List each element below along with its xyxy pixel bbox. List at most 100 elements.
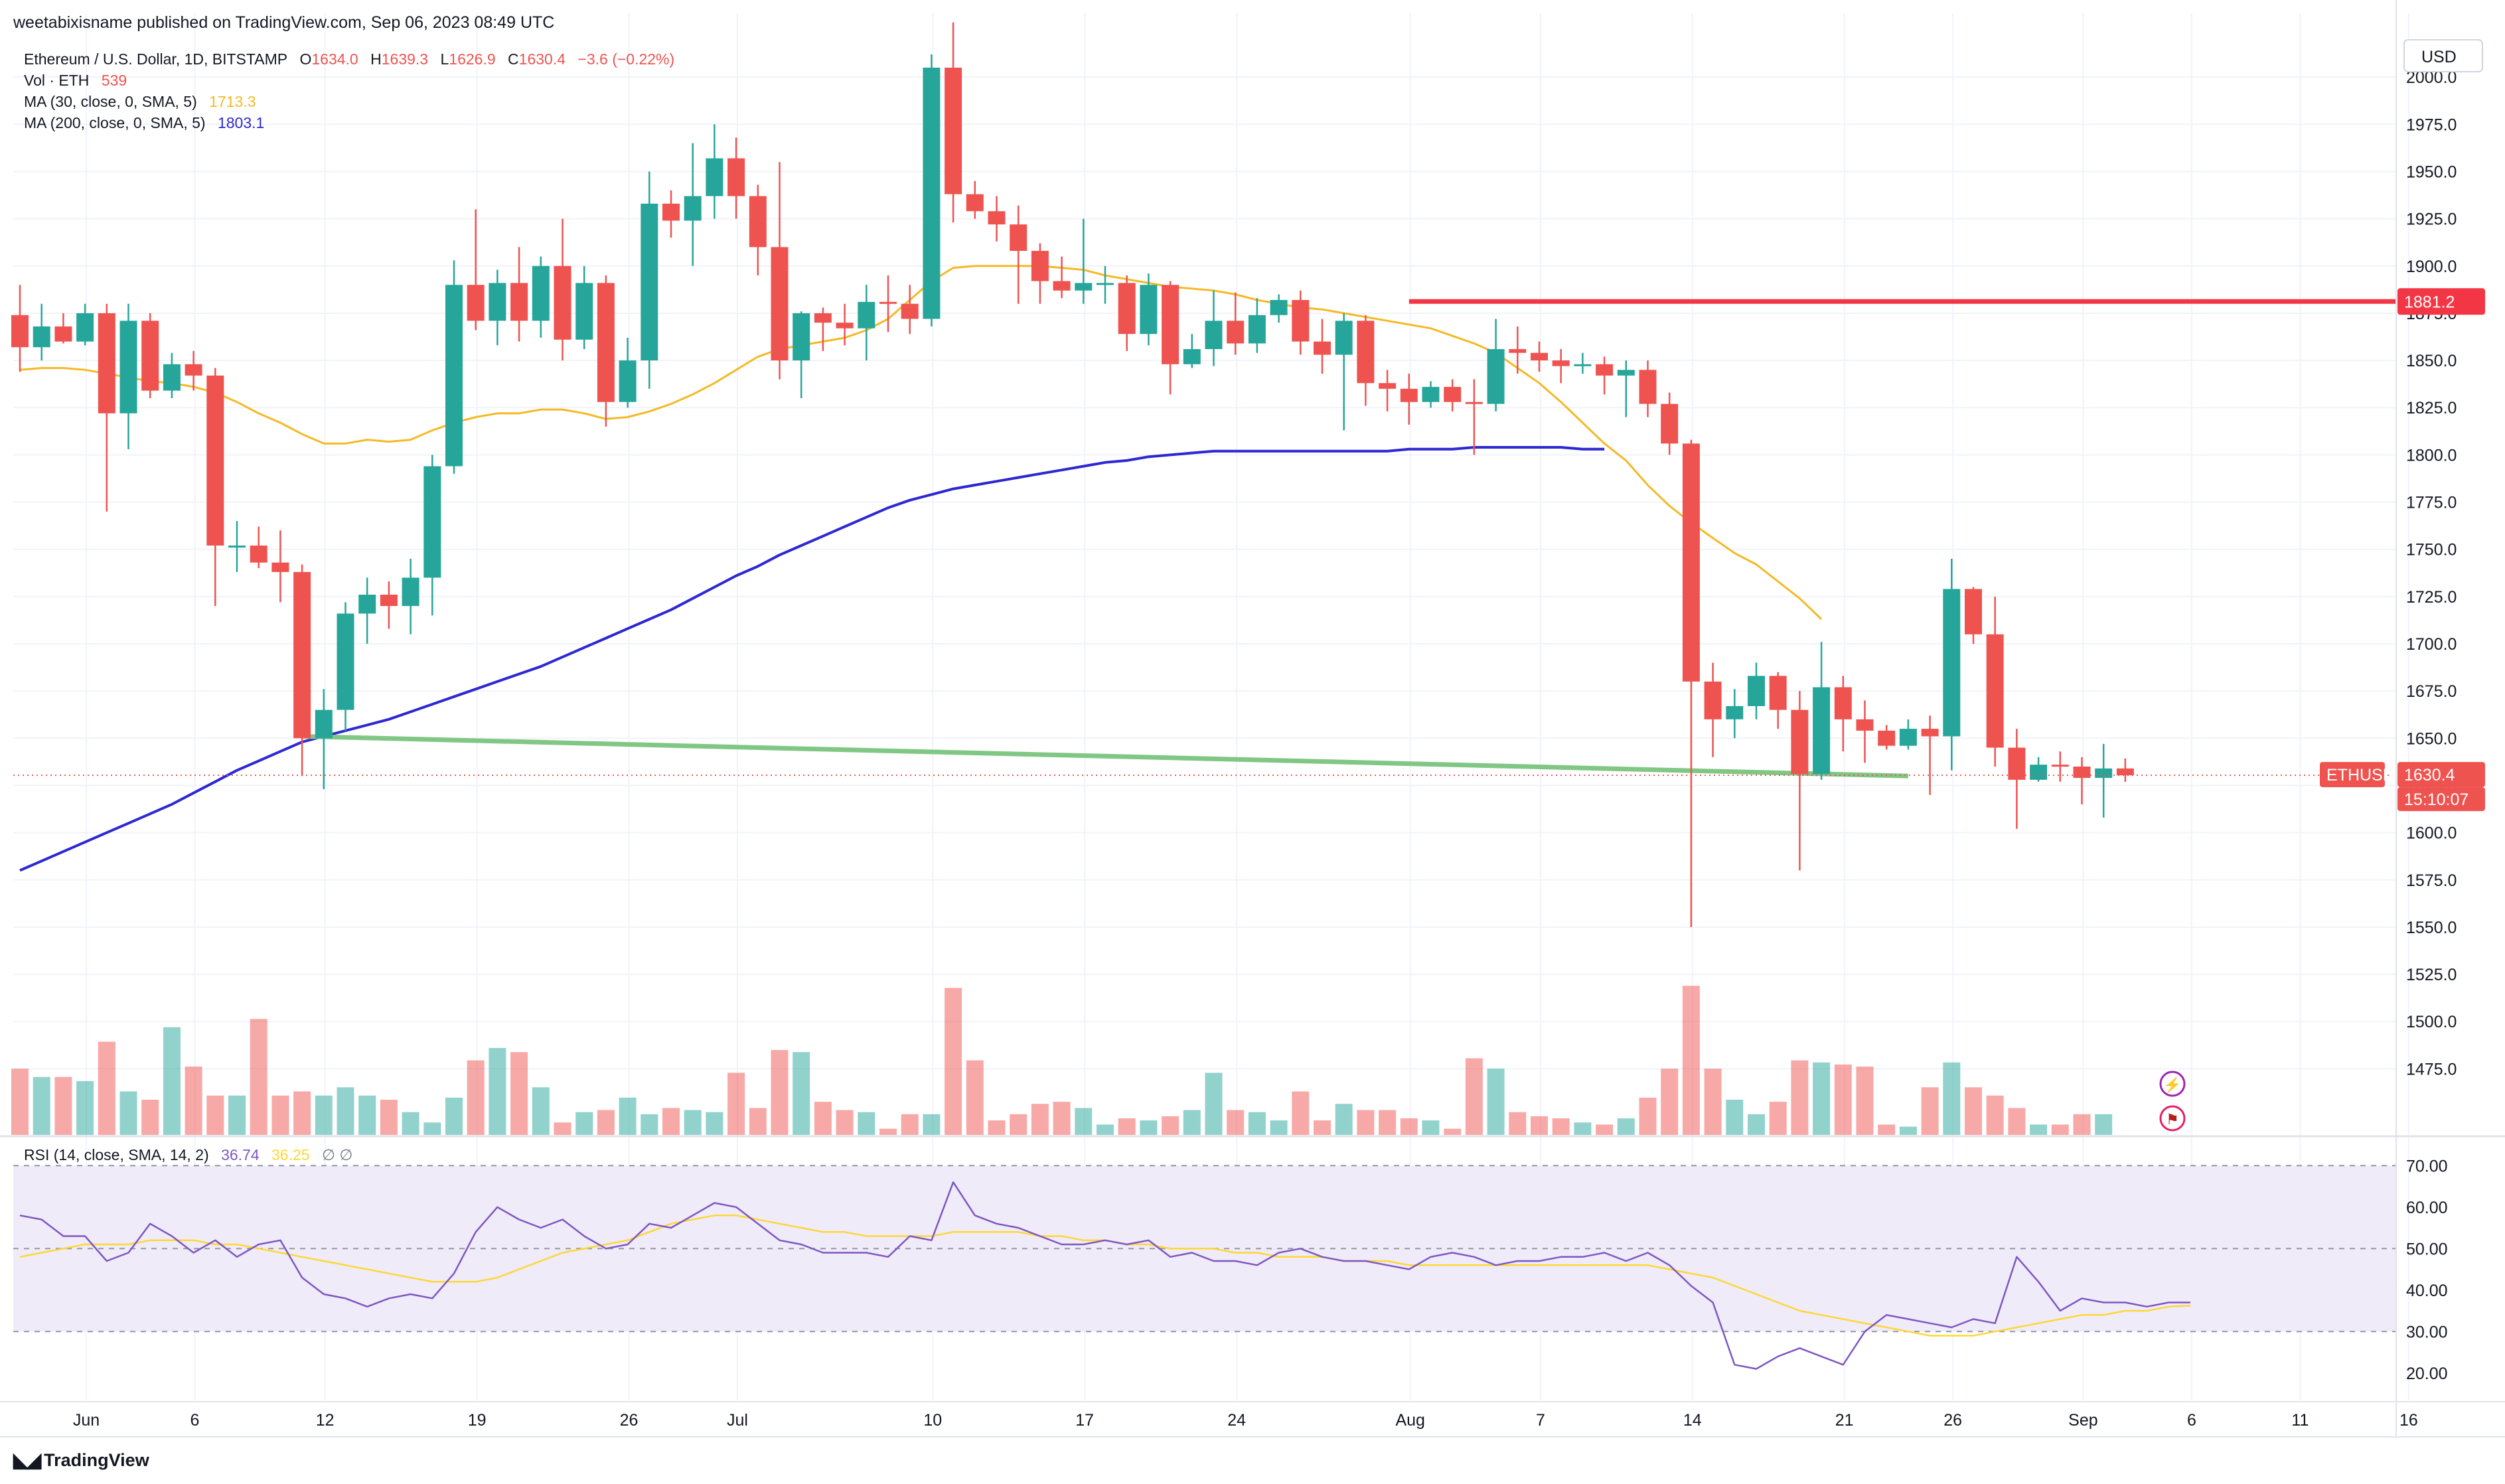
candle[interactable] <box>597 275 615 427</box>
candle[interactable] <box>423 455 441 616</box>
candle[interactable] <box>575 265 593 349</box>
candle[interactable] <box>1986 596 2004 767</box>
candle[interactable] <box>1487 319 1505 411</box>
candle[interactable] <box>901 285 919 334</box>
candle[interactable] <box>1682 439 1700 927</box>
candle[interactable] <box>1704 662 1722 757</box>
candle[interactable] <box>945 22 962 223</box>
countdown-tag[interactable]: 15:10:07 <box>2397 787 2485 812</box>
candle[interactable] <box>76 303 94 346</box>
candle[interactable] <box>1726 689 1744 739</box>
candle[interactable] <box>727 137 745 219</box>
candle[interactable] <box>1357 315 1375 406</box>
candle[interactable] <box>641 171 658 389</box>
candle[interactable] <box>402 558 419 634</box>
candle[interactable] <box>706 124 723 219</box>
candle[interactable] <box>1140 273 1158 346</box>
candle[interactable] <box>11 285 29 372</box>
candle[interactable] <box>250 526 267 569</box>
candle[interactable] <box>532 256 550 338</box>
candle[interactable] <box>771 162 789 380</box>
candle[interactable] <box>793 311 810 398</box>
candle[interactable] <box>879 275 897 333</box>
candle[interactable] <box>1162 281 1179 395</box>
candle[interactable] <box>293 564 311 777</box>
candle[interactable] <box>1444 379 1462 411</box>
candle[interactable] <box>228 521 246 572</box>
candle[interactable] <box>1552 349 1570 384</box>
candle[interactable] <box>1574 352 1592 374</box>
candle[interactable] <box>1097 265 1114 304</box>
candle[interactable] <box>1899 719 1917 750</box>
candle[interactable] <box>163 352 181 398</box>
candle[interactable] <box>923 54 941 327</box>
candle[interactable] <box>966 181 984 219</box>
candle[interactable] <box>185 350 202 391</box>
candle[interactable] <box>1400 374 1418 425</box>
candle[interactable] <box>1856 700 1874 763</box>
candle[interactable] <box>510 247 528 342</box>
candle[interactable] <box>749 185 767 275</box>
candle[interactable] <box>337 602 354 731</box>
candle[interactable] <box>1661 392 1679 455</box>
symbol-price-tag[interactable]: ETHUSD <box>2320 762 2395 788</box>
candle[interactable] <box>1314 319 1331 374</box>
candle[interactable] <box>1509 326 1527 374</box>
candle[interactable] <box>141 313 159 398</box>
candle[interactable] <box>467 209 485 331</box>
candle[interactable] <box>1053 256 1071 299</box>
ma200-legend[interactable]: MA (200, close, 0, SMA, 5) 1803.1 <box>24 114 272 132</box>
candles[interactable] <box>11 22 2134 927</box>
candle[interactable] <box>1270 294 1288 323</box>
candle[interactable] <box>2051 751 2069 782</box>
candle[interactable] <box>662 190 680 238</box>
candle[interactable] <box>1878 725 1896 750</box>
ma30-legend[interactable]: MA (30, close, 0, SMA, 5) 1713.3 <box>24 93 264 111</box>
candle[interactable] <box>1639 360 1657 417</box>
candle[interactable] <box>1769 672 1787 729</box>
candle[interactable] <box>1010 205 1027 304</box>
rsi-legend[interactable]: RSI (14, close, SMA, 14, 2) 36.74 36.25 … <box>24 1146 360 1164</box>
us-flag-event-icon[interactable]: ⚑ <box>2159 1105 2186 1132</box>
candle[interactable] <box>358 577 376 644</box>
symbol-title[interactable]: Ethereum / U.S. Dollar, 1D, BITSTAMP <box>24 50 288 68</box>
candle[interactable] <box>554 218 571 361</box>
candle[interactable] <box>1422 381 1440 408</box>
support-trendline[interactable] <box>302 733 1908 779</box>
candle[interactable] <box>2095 743 2113 818</box>
candle[interactable] <box>1596 356 1614 395</box>
candle[interactable] <box>1465 379 1483 455</box>
candle[interactable] <box>1031 243 1049 304</box>
candle[interactable] <box>1335 313 1353 431</box>
candle[interactable] <box>1748 662 1765 719</box>
candle[interactable] <box>1617 360 1635 417</box>
candle[interactable] <box>1921 715 1939 795</box>
candle[interactable] <box>988 196 1006 242</box>
candle[interactable] <box>836 303 854 346</box>
candle[interactable] <box>2030 757 2048 782</box>
drawn-levels[interactable] <box>302 299 2396 779</box>
candle[interactable] <box>54 313 72 344</box>
tradingview-logo[interactable]: ◣◢ TradingView <box>13 1449 149 1472</box>
candle[interactable] <box>1075 218 1093 304</box>
candle[interactable] <box>858 285 875 361</box>
candle[interactable] <box>1292 290 1310 355</box>
candle[interactable] <box>814 307 832 351</box>
candle[interactable] <box>1813 642 1831 780</box>
candle[interactable] <box>380 581 398 629</box>
candle[interactable] <box>1834 676 1852 752</box>
candle[interactable] <box>98 303 115 512</box>
candle[interactable] <box>1791 691 1809 871</box>
candle[interactable] <box>1531 341 1548 372</box>
candle[interactable] <box>2116 758 2134 782</box>
candle[interactable] <box>1118 275 1136 351</box>
volume-legend[interactable]: Vol · ETH 539 <box>24 72 135 90</box>
candle[interactable] <box>1183 334 1201 368</box>
candle[interactable] <box>33 303 50 361</box>
candle[interactable] <box>489 269 506 346</box>
candle[interactable] <box>2008 729 2026 829</box>
resistance-price-tag[interactable]: 1881.2 <box>2397 288 2485 315</box>
candle[interactable] <box>1379 370 1397 411</box>
candle[interactable] <box>619 337 637 408</box>
